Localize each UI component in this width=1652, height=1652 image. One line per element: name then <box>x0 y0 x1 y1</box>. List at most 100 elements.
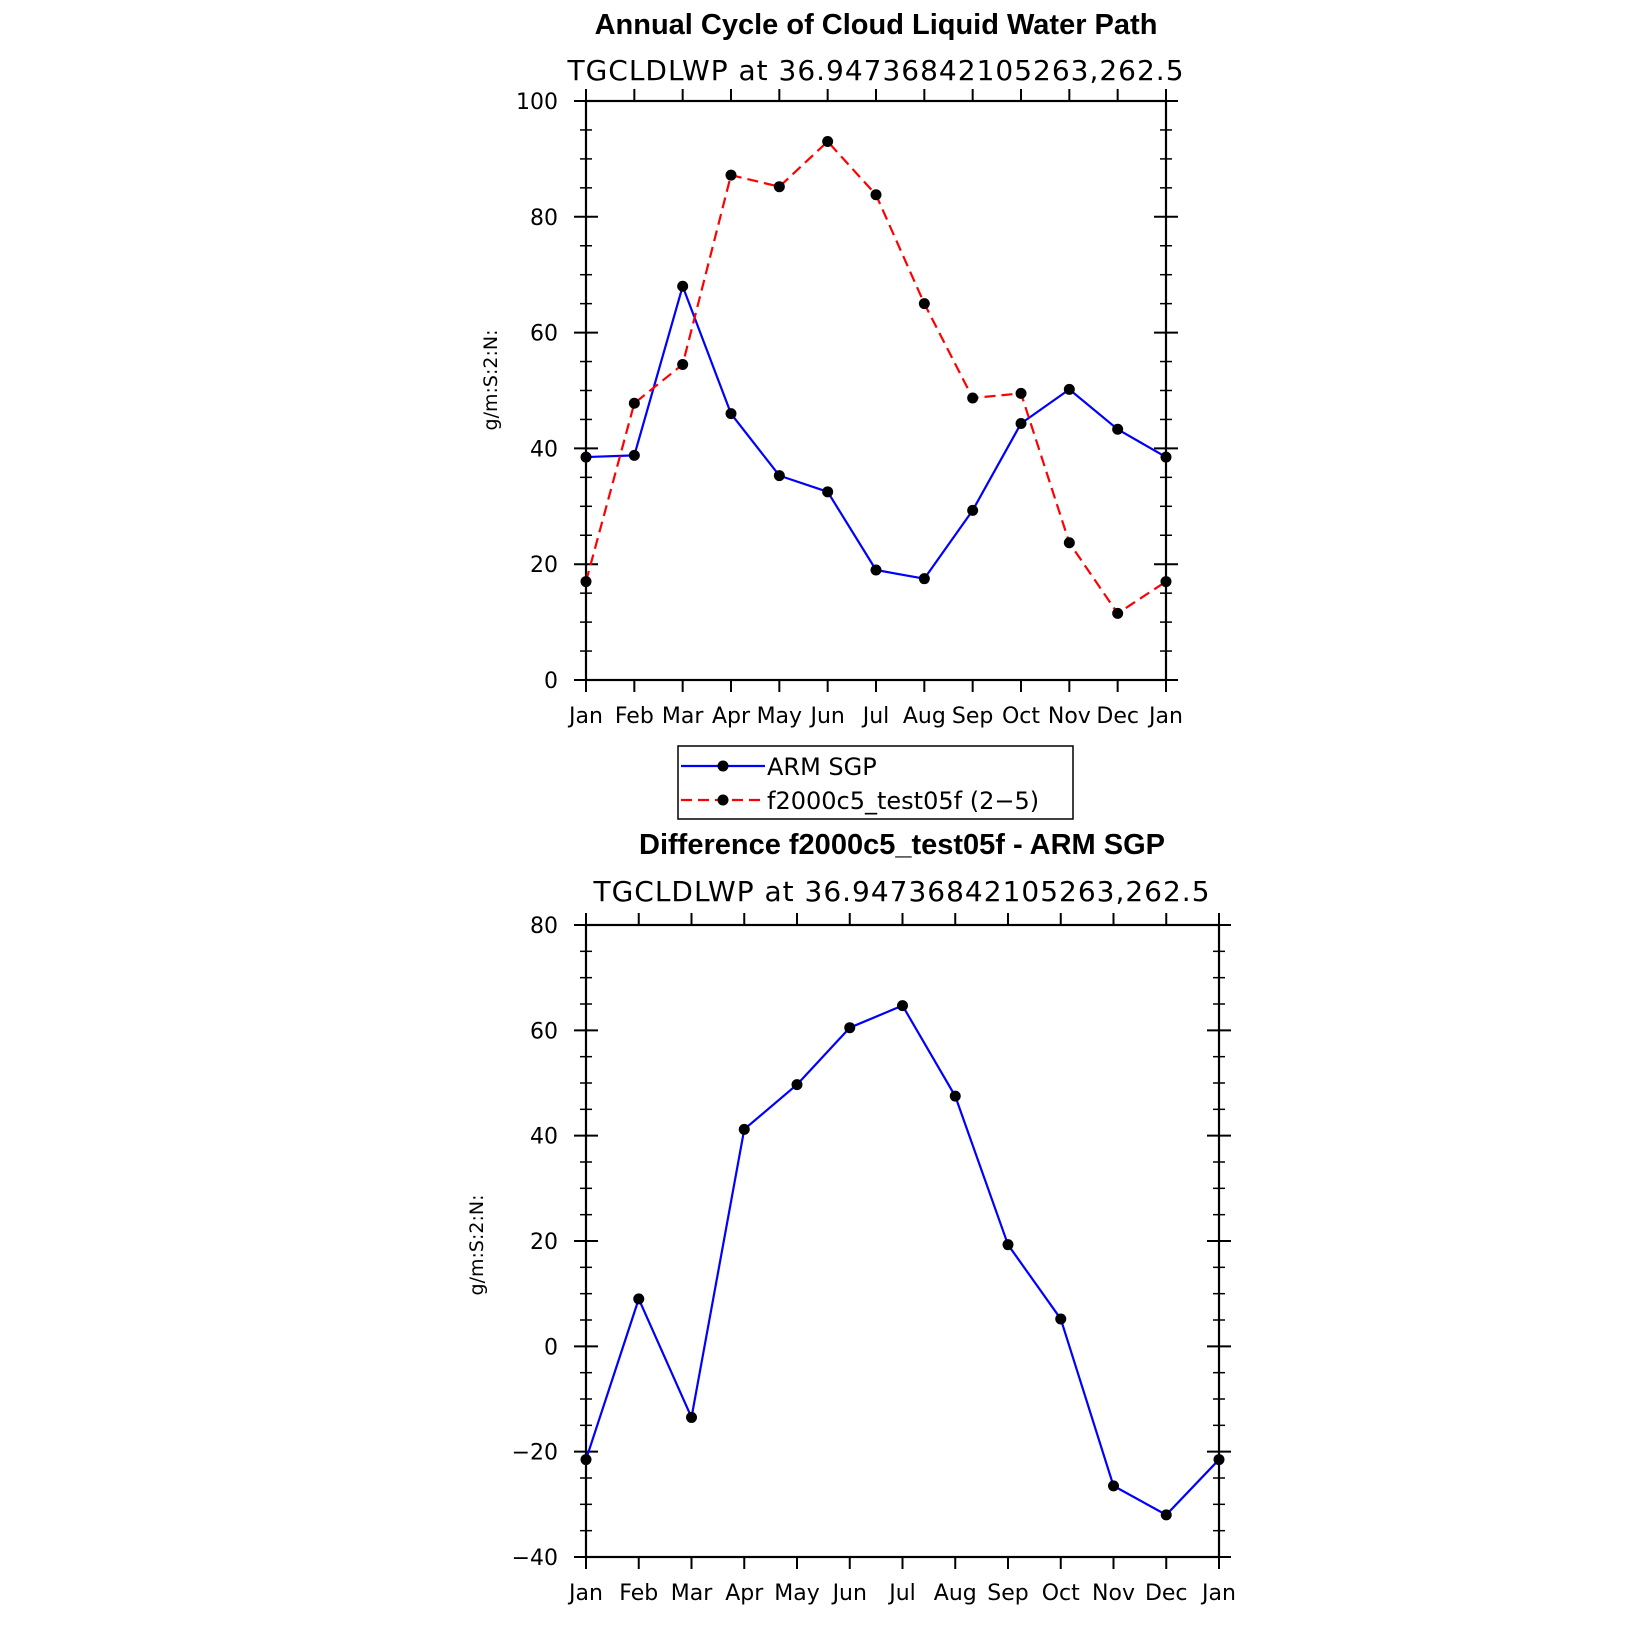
chart-0-series-1-line <box>584 140 1167 615</box>
chart-1-series-0-point <box>686 1411 697 1423</box>
chart-1-series-0-point <box>949 1090 961 1102</box>
chart-1-series-0-point <box>1213 1454 1225 1466</box>
chart-0-series-0-line <box>585 285 1167 580</box>
chart-0-series-0-point <box>580 451 592 463</box>
chart-0-series-0-point <box>1015 418 1027 430</box>
chart-0-plot-frame <box>584 99 1168 682</box>
chart-0-series-1-point <box>677 358 689 370</box>
legend-label-arm-sgp: ARM SGP <box>767 753 877 781</box>
top-chart-legend: ARM SGP f2000c5_test05f (2−5) <box>677 745 1074 820</box>
bottom-chart: Difference f2000c5_test05f - ARM SGP TGC… <box>466 829 1236 1606</box>
chart-0-series-1-point <box>580 576 592 588</box>
chart-1-x-tick-label: Dec <box>1145 1581 1188 1606</box>
chart-0-series-1-point <box>628 397 640 409</box>
chart-1-x-tick-label: Apr <box>725 1581 764 1606</box>
legend-marker-f2000c5 <box>717 794 729 806</box>
chart-0-series-1-point <box>1160 576 1172 588</box>
chart-0-x-tick-label: May <box>757 704 802 729</box>
chart-0-series-0-point <box>1160 451 1172 463</box>
chart-1-x-tick-label: Oct <box>1042 1581 1080 1606</box>
chart-1-x-tick-label: Jan <box>567 1581 603 1606</box>
chart-0-series-0-point <box>773 470 785 482</box>
chart-0-series-1-point <box>1015 387 1027 399</box>
chart-0-x-tick-label: Nov <box>1048 704 1091 729</box>
chart-0-x-tick-label: Jul <box>861 704 890 729</box>
chart-1-x-tick-label: Jul <box>887 1581 916 1606</box>
chart-1-y-tick-label: 0 <box>544 1335 558 1360</box>
chart-0-y-tick-label: 60 <box>530 322 558 347</box>
chart-0-x-tick-label: Mar <box>662 704 704 729</box>
chart-0-series-0-point <box>822 486 834 498</box>
chart-1-y-tick-label: 80 <box>530 914 558 939</box>
chart-1-series-0-line <box>584 1004 1220 1516</box>
chart-1-series-0-point <box>1108 1480 1119 1492</box>
top-chart-subtitle: TGCLDLWP at 36.94736842105263,262.5 <box>566 54 1184 87</box>
chart-0-series-0-point <box>870 564 882 576</box>
bottom-chart-title: Difference f2000c5_test05f - ARM SGP <box>639 829 1165 861</box>
chart-0-series-1-point <box>870 189 882 201</box>
top-plot-area: Jan Feb Mar Apr May Jun Jul Aug Sep Oct Nov Dec Jan 0… <box>516 89 1183 729</box>
chart-0-y-tick-label: 40 <box>530 437 558 462</box>
chart-0-series-0-point <box>1063 383 1075 395</box>
chart-1-series-0-point <box>1002 1239 1014 1251</box>
chart-1-x-tick-label: Sep <box>987 1581 1028 1606</box>
chart-0-series-0-point <box>967 504 979 516</box>
bottom-chart-y-axis-label: g/m:S:2:N: <box>466 1195 488 1296</box>
chart-1-y-tick-label: 60 <box>530 1019 558 1044</box>
chart-0-series-0-point <box>1112 423 1124 435</box>
chart-0-series-1-point <box>967 392 979 404</box>
chart-0-series-0-point <box>725 408 737 420</box>
chart-0-series-1-point <box>918 298 930 310</box>
bottom-plot-area: Jan Feb Mar Apr May Jun Jul Aug Sep Oct Nov Dec Jan−… <box>512 913 1236 1606</box>
legend-box <box>677 745 1074 820</box>
chart-0-series-1-point <box>725 169 737 181</box>
chart-0-x-tick-label: Jan <box>567 704 603 729</box>
chart-1-y-tick-label: −20 <box>512 1441 558 1466</box>
chart-0-y-tick-label: 0 <box>544 669 558 694</box>
chart-0-series-1-point <box>773 181 785 193</box>
chart-0-series-1-point <box>1112 607 1124 619</box>
chart-0-x-tick-label: Apr <box>712 704 751 729</box>
chart-1-series-0-point <box>1055 1313 1067 1325</box>
bottom-chart-subtitle: TGCLDLWP at 36.94736842105263,262.5 <box>592 875 1210 908</box>
chart-1-x-tick-label: Jan <box>1200 1581 1236 1606</box>
chart-1-y-tick-label: −40 <box>512 1546 558 1571</box>
chart-0-y-tick-label: 100 <box>516 90 558 115</box>
chart-1-plot-frame <box>584 923 1221 1559</box>
chart-0-series-0-point <box>677 280 689 292</box>
chart-0-series-0-point <box>918 573 930 585</box>
chart-1-series-0-point <box>580 1454 592 1466</box>
chart-1-series-0-point <box>844 1022 856 1034</box>
chart-0-x-tick-label: Sep <box>952 704 993 729</box>
top-chart-title: Annual Cycle of Cloud Liquid Water Path <box>595 9 1158 41</box>
chart-1-series-0-point <box>1160 1509 1172 1521</box>
chart-1-series-0-point <box>633 1293 645 1305</box>
chart-0-x-tick-label: Jun <box>808 704 844 729</box>
chart-1-y-tick-label: 40 <box>530 1125 558 1150</box>
legend-label-f2000c5: f2000c5_test05f (2−5) <box>767 787 1039 815</box>
chart-0-x-tick-label: Dec <box>1096 704 1139 729</box>
chart-0-x-tick-label: Feb <box>615 704 654 729</box>
chart-0-y-tick-label: 20 <box>530 553 558 578</box>
chart-0-x-tick-label: Aug <box>903 704 946 729</box>
chart-0-x-tick-label: Oct <box>1002 704 1040 729</box>
chart-1-series-0-point <box>897 1000 908 1012</box>
chart-0-y-tick-label: 80 <box>530 206 558 231</box>
chart-0-series-1-point <box>822 136 834 148</box>
legend-marker-arm-sgp <box>717 760 729 772</box>
top-chart-y-axis-label: g/m:S:2:N: <box>480 330 502 431</box>
chart-0-series-1-point <box>1063 537 1075 549</box>
chart-1-x-tick-label: Jun <box>831 1581 867 1606</box>
chart-1-x-tick-label: Aug <box>934 1581 977 1606</box>
chart-0-series-0-point <box>628 449 640 461</box>
chart-1-series-0-point <box>791 1079 803 1091</box>
chart-1-x-tick-label: Feb <box>619 1581 658 1606</box>
chart-1-series-0-point <box>738 1123 750 1135</box>
chart-1-x-tick-label: Mar <box>671 1581 713 1606</box>
chart-1-x-tick-label: May <box>774 1581 819 1606</box>
chart-0-x-tick-label: Jan <box>1147 704 1183 729</box>
chart-1-y-tick-label: 20 <box>530 1230 558 1255</box>
chart-1-x-tick-label: Nov <box>1092 1581 1135 1606</box>
top-chart: Annual Cycle of Cloud Liquid Water Path … <box>480 9 1184 729</box>
